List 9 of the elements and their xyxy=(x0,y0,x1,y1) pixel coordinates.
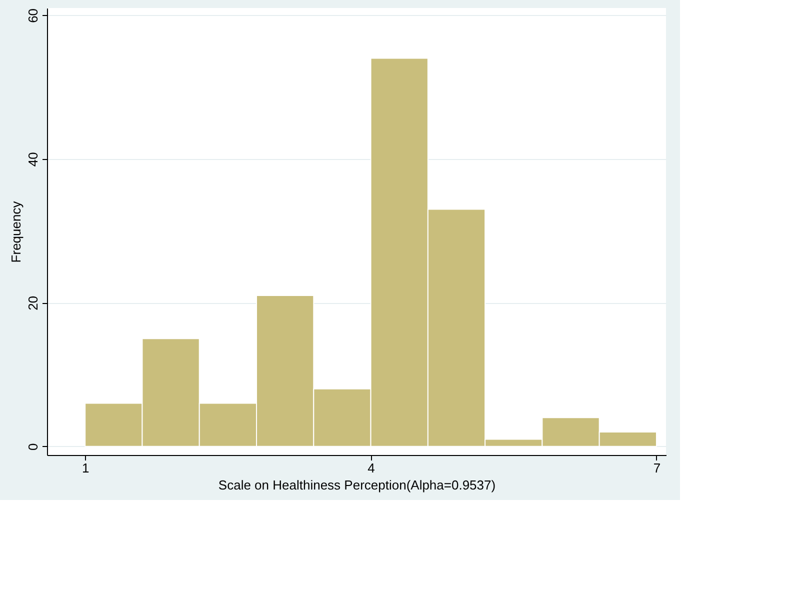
y-tick-label: 0 xyxy=(26,443,40,450)
y-axis-title: Frequency xyxy=(8,200,24,263)
x-axis-title: Scale on Healthiness Perception(Alpha=0.9537) xyxy=(218,478,496,492)
y-tick-label: 20 xyxy=(26,296,40,310)
x-tick-label: 4 xyxy=(368,460,375,476)
y-tick-label: 60 xyxy=(26,8,40,23)
y-tick-label: 40 xyxy=(26,152,40,167)
x-tick-label: 1 xyxy=(82,460,90,476)
x-tick-label: 7 xyxy=(653,460,661,476)
